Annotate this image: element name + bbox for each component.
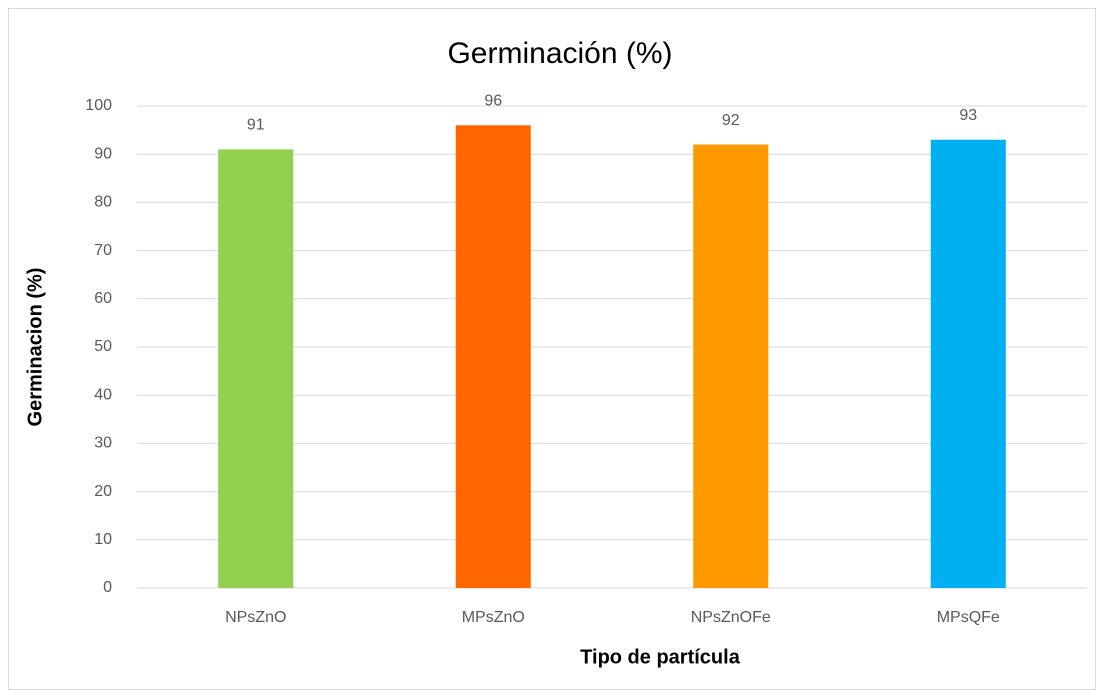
- bar: [693, 144, 769, 588]
- y-tick-label: 0: [103, 579, 112, 596]
- chart-border: [8, 8, 1096, 690]
- y-tick-label: 80: [94, 194, 112, 211]
- x-tick-label: NPsZnO: [225, 609, 286, 626]
- x-tick-label: MPsZnO: [462, 609, 525, 626]
- data-label: 91: [247, 117, 265, 134]
- y-tick-label: 90: [94, 145, 112, 162]
- y-axis-label: Germinacion (%): [24, 268, 46, 427]
- data-label: 96: [484, 92, 502, 109]
- data-label: 93: [959, 107, 977, 124]
- y-tick-label: 20: [94, 483, 112, 500]
- y-tick-label: 10: [94, 531, 112, 548]
- bar: [930, 139, 1006, 589]
- x-tick-label: NPsZnOFe: [691, 609, 771, 626]
- y-tick-label: 40: [94, 386, 112, 403]
- y-tick-label: 50: [94, 338, 112, 355]
- x-axis-label: Tipo de partícula: [580, 646, 741, 668]
- y-tick-label: 70: [94, 242, 112, 259]
- data-label: 92: [722, 112, 740, 129]
- y-tick-label: 100: [85, 97, 112, 114]
- bar: [455, 125, 531, 588]
- chart-title: Germinación (%): [447, 37, 672, 70]
- bar: [218, 149, 294, 588]
- x-tick-label: MPsQFe: [937, 609, 1000, 626]
- y-tick-label: 30: [94, 435, 112, 452]
- y-tick-label: 60: [94, 290, 112, 307]
